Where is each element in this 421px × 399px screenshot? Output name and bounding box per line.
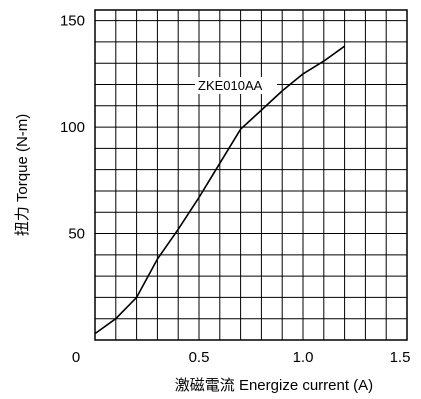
x-axis-title: 激磁電流 Energize current (A) xyxy=(175,377,373,394)
series-label-background xyxy=(195,77,277,94)
y-tick-label: 50 xyxy=(68,226,85,243)
x-tick-label: 0.5 xyxy=(189,349,210,366)
y-tick-label: 150 xyxy=(60,13,85,30)
series-line-zke010aa xyxy=(94,45,346,335)
x-tick-label: 1.0 xyxy=(293,349,314,366)
grid xyxy=(95,10,407,340)
series-label-bg xyxy=(195,77,277,94)
tick-labels: 50 100 150 0 0.5 1.0 1.5 xyxy=(60,13,410,366)
plot-frame xyxy=(94,9,408,341)
x-tick-label: 1.5 xyxy=(390,349,411,366)
y-tick-label: 100 xyxy=(60,119,85,136)
y-axis-title: 扭力 Torque (N-m) xyxy=(14,114,31,237)
x-tick-label: 0 xyxy=(72,349,80,366)
series-label-zke010aa: ZKE010AA xyxy=(198,78,263,93)
